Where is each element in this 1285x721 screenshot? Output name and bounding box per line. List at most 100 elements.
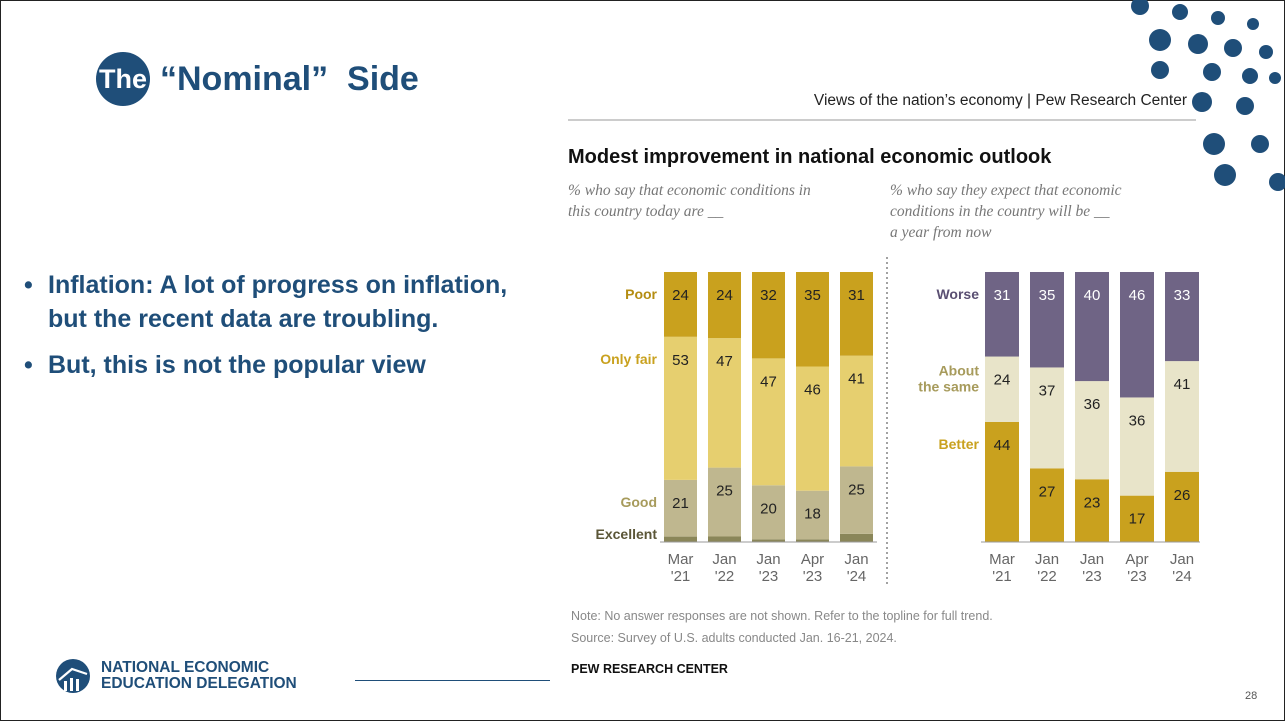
pew-chart: Views of the nation’s economy | Pew Rese… [568,92,1200,676]
x-tick-label: '21 [671,568,691,585]
series-label: the same [918,379,979,395]
bullet-text: Inflation: A lot of progress on inflatio… [48,271,508,333]
subtitle-line: this country today are __ [568,203,724,220]
chart-title: Modest improvement in national economic … [568,146,1052,168]
x-tick-label: '23 [1127,568,1147,585]
data-label: 27 [1039,483,1056,500]
chart-header: Views of the nation’s economy | Pew Rese… [814,92,1187,109]
logo-line-1: NATIONAL ECONOMIC [101,659,270,676]
ned-logo: NATIONAL ECONOMIC EDUCATION DELEGATION [55,658,297,694]
bar-segment-about-the-same [1165,361,1199,472]
data-label: 44 [994,437,1011,454]
bar-segment-worse [1120,272,1154,398]
bar-segment-excellent [708,536,741,542]
bar-segment-poor [752,272,785,359]
x-tick-label: Jan [1170,551,1194,568]
bar-segment-only-fair [752,358,785,486]
bar-segment-poor [796,272,829,367]
bar-segment-worse [1165,272,1199,362]
data-label: 25 [716,483,733,500]
x-tick-label: '21 [992,568,1012,585]
data-label: 37 [1039,382,1056,399]
bar-segment-good [664,479,697,537]
x-tick-label: Mar [989,551,1015,568]
bullet-marker-icon: • [24,271,33,299]
footer-rule [355,680,550,681]
bar-segment-better [1120,495,1154,542]
bar-segment-poor [840,272,873,356]
x-tick-label: '23 [759,568,779,585]
title-text: “Nominal” Side [160,59,419,98]
bar-segment-good [708,467,741,537]
subtitle-line: % who say they expect that economic [890,182,1122,199]
logo-line-2: EDUCATION DELEGATION [101,675,297,692]
bar-segment-excellent [796,539,829,542]
decorative-dots-icon [1131,0,1285,191]
data-label: 53 [672,352,689,369]
bar-segment-good [796,490,829,540]
data-label: 20 [760,500,777,517]
data-label: 17 [1129,511,1146,528]
bullet-list: • Inflation: A lot of progress on inflat… [24,268,524,394]
left-subtitle: % who say that economic conditions in thi… [568,182,811,220]
data-label: 31 [848,287,865,304]
bar-segment-poor [664,272,697,337]
data-label: 32 [760,287,777,304]
bullet-text: But, this is not the popular view [48,351,426,379]
x-tick-label: Jan [1035,551,1059,568]
series-label: Poor [625,286,657,302]
bar-segment-excellent [664,536,697,542]
x-tick-label: Apr [801,551,824,568]
series-label: Good [620,494,657,510]
data-label: 26 [1174,487,1191,504]
series-label: Only fair [600,351,657,367]
data-label: 24 [716,287,733,304]
title-circle-badge: The [96,52,150,106]
ned-logo-text: NATIONAL ECONOMIC EDUCATION DELEGATION [101,660,297,692]
right-subtitle: % who say they expect that economic condi… [890,182,1122,241]
bullet-item: • But, this is not the popular view [24,348,524,382]
series-label: Better [939,436,980,452]
data-label: 36 [1084,396,1101,413]
chart-source: Source: Survey of U.S. adults conducted … [571,631,897,645]
x-tick-label: Jan [1080,551,1104,568]
bar-segment-worse [1075,272,1109,382]
x-tick-label: '22 [715,568,735,585]
data-label: 35 [1039,287,1056,304]
bullet-item: • Inflation: A lot of progress on inflat… [24,268,524,336]
data-label: 46 [804,382,821,399]
series-label: About [939,363,980,379]
bar-segment-about-the-same [1030,367,1064,469]
bar-segment-excellent [840,533,873,542]
data-label: 23 [1084,494,1101,511]
bar-segment-better [1165,471,1199,542]
right-panel: 442431Mar'21273735Jan'22233640Jan'231736… [918,272,1200,585]
x-tick-label: '24 [847,568,867,585]
bar-segment-better [1075,479,1109,542]
bar-segment-only-fair [796,366,829,491]
x-tick-label: Apr [1125,551,1148,568]
subtitle-line: % who say that economic conditions in [568,182,811,199]
chart-note: Note: No answer responses are not shown.… [571,609,993,623]
x-tick-label: '24 [1172,568,1192,585]
data-label: 35 [804,287,821,304]
slide-title: The “Nominal” Side [96,52,419,106]
bar-segment-worse [985,272,1019,357]
bullet-marker-icon: • [24,351,33,379]
bar-segment-good [752,485,785,540]
data-label: 41 [1174,376,1191,393]
bar-segment-only-fair [664,336,697,480]
data-label: 21 [672,495,689,512]
data-label: 41 [848,371,865,388]
data-label: 31 [994,287,1011,304]
series-label: Worse [936,286,979,302]
data-label: 24 [994,372,1011,389]
x-tick-label: '23 [803,568,823,585]
bar-segment-good [840,466,873,534]
bar-segment-worse [1030,272,1064,368]
data-label: 33 [1174,287,1191,304]
bar-segment-poor [708,272,741,339]
bar-segment-only-fair [708,338,741,468]
x-tick-label: Jan [712,551,736,568]
bar-segment-about-the-same [1075,381,1109,480]
